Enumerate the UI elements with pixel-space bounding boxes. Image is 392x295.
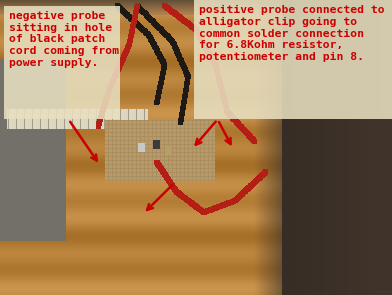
Bar [194,0,392,119]
Text: negative probe
sitting in hole
of black patch
cord coming from
power supply.: negative probe sitting in hole of black … [9,11,119,68]
Bar [4,6,120,119]
Text: positive probe connected to
alligator clip going to
common solder connection
for: positive probe connected to alligator cl… [199,5,385,62]
